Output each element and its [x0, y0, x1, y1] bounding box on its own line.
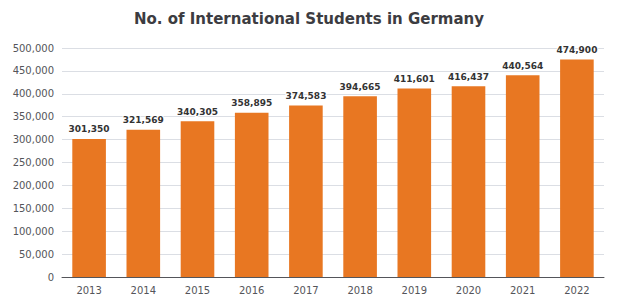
svg-text:2013: 2013: [76, 285, 101, 296]
svg-text:474,900: 474,900: [556, 45, 597, 55]
svg-text:100,000: 100,000: [13, 226, 54, 237]
svg-text:500,000: 500,000: [13, 43, 54, 54]
svg-text:2022: 2022: [564, 285, 589, 296]
svg-text:321,569: 321,569: [123, 115, 164, 125]
svg-text:200,000: 200,000: [13, 180, 54, 191]
svg-text:50,000: 50,000: [19, 249, 54, 260]
svg-text:2019: 2019: [402, 285, 427, 296]
svg-text:2014: 2014: [131, 285, 156, 296]
svg-text:358,895: 358,895: [231, 98, 272, 108]
svg-text:150,000: 150,000: [13, 203, 54, 214]
svg-text:440,564: 440,564: [502, 61, 543, 71]
svg-text:411,601: 411,601: [394, 74, 435, 84]
svg-text:2015: 2015: [185, 285, 210, 296]
svg-text:340,305: 340,305: [177, 107, 218, 117]
svg-text:300,000: 300,000: [13, 134, 54, 145]
svg-text:250,000: 250,000: [13, 157, 54, 168]
svg-text:2016: 2016: [239, 285, 264, 296]
svg-text:374,583: 374,583: [285, 91, 326, 101]
svg-text:2020: 2020: [456, 285, 481, 296]
svg-text:2017: 2017: [293, 285, 318, 296]
svg-text:2018: 2018: [347, 285, 372, 296]
svg-text:301,350: 301,350: [69, 124, 110, 134]
svg-text:400,000: 400,000: [13, 88, 54, 99]
svg-text:416,437: 416,437: [448, 72, 489, 82]
svg-text:350,000: 350,000: [13, 111, 54, 122]
svg-text:No. of International Students: No. of International Students in Germany: [134, 10, 484, 28]
svg-text:0: 0: [48, 272, 54, 283]
svg-text:450,000: 450,000: [13, 65, 54, 76]
svg-text:2021: 2021: [510, 285, 535, 296]
svg-text:394,665: 394,665: [340, 82, 381, 92]
